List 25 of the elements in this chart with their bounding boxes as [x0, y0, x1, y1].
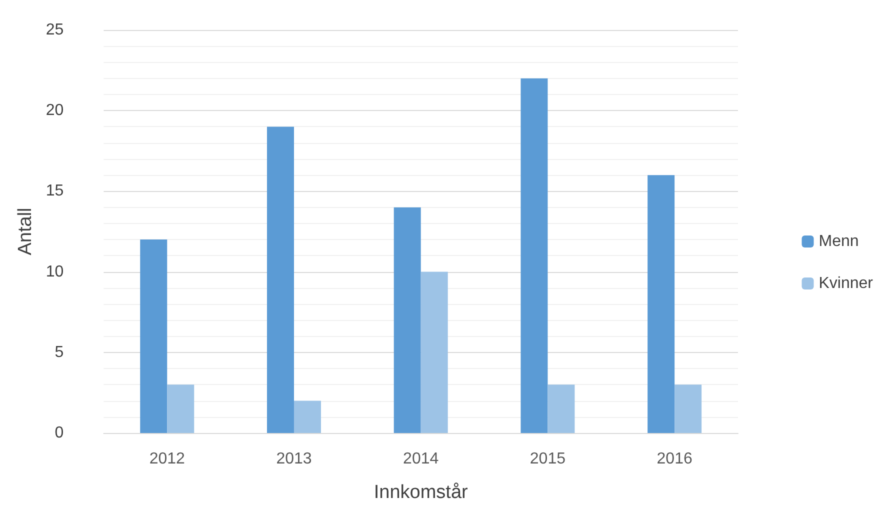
legend-label: Kvinner [818, 275, 874, 292]
y-tick-label: 20 [46, 102, 64, 120]
bar [674, 384, 702, 433]
bar [648, 175, 675, 433]
bar [394, 207, 421, 433]
x-axis-title: Innkomstår [374, 482, 469, 503]
y-axis-title: Antall [15, 208, 36, 256]
y-tick-label: 15 [46, 182, 64, 200]
bar [548, 384, 575, 433]
legend-label: Menn [818, 233, 859, 250]
bar [266, 126, 294, 433]
x-tick-label: 2015 [530, 450, 566, 468]
x-tick-label: 2016 [656, 450, 692, 468]
bar [420, 272, 448, 433]
bar [520, 78, 548, 433]
bar [167, 384, 194, 433]
y-tick-label: 10 [46, 263, 64, 280]
x-tick-label: 2012 [149, 450, 186, 468]
x-tick-label: 2013 [276, 450, 312, 468]
bar [140, 240, 168, 433]
x-tick-label: 2014 [403, 450, 439, 468]
y-tick-label: 5 [54, 344, 64, 361]
bar [294, 400, 321, 433]
y-tick-label: 25 [46, 22, 64, 38]
y-tick-label: 0 [54, 424, 64, 442]
